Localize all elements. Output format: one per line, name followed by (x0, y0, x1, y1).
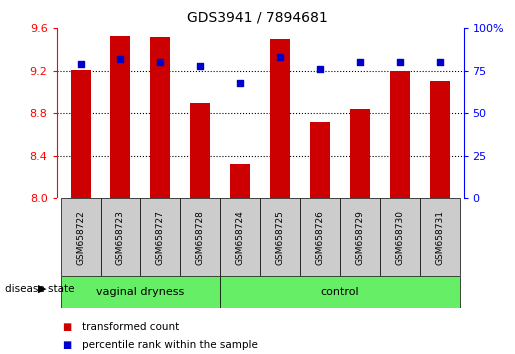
Text: ▶: ▶ (38, 284, 46, 293)
Bar (420, 198, 459, 276)
Text: percentile rank within the sample: percentile rank within the sample (82, 340, 259, 350)
Point (276, 55, 284, 60)
Text: GDS3941 / 7894681: GDS3941 / 7894681 (187, 11, 328, 25)
Text: GSM658727: GSM658727 (156, 210, 165, 265)
Text: vaginal dryness: vaginal dryness (96, 287, 184, 297)
Text: GSM658723: GSM658723 (116, 210, 125, 265)
Text: transformed count: transformed count (82, 322, 180, 332)
Point (396, 59, 404, 65)
Bar (390, 71, 409, 198)
Bar (220, 276, 459, 308)
Bar (61, 276, 220, 308)
Text: disease state: disease state (5, 284, 75, 293)
Text: GSM658730: GSM658730 (395, 210, 404, 265)
Point (76, 61, 84, 67)
Text: GSM658725: GSM658725 (276, 210, 284, 265)
Point (196, 63, 204, 69)
Text: GSM658729: GSM658729 (355, 210, 364, 265)
Text: ■: ■ (62, 340, 71, 350)
Text: GSM658731: GSM658731 (435, 210, 444, 265)
Bar (260, 198, 300, 276)
Point (236, 80, 244, 86)
Bar (141, 198, 180, 276)
Text: GSM658728: GSM658728 (196, 210, 205, 265)
Text: GSM658724: GSM658724 (236, 210, 245, 264)
Bar (61, 198, 100, 276)
Text: ■: ■ (62, 322, 71, 332)
Bar (150, 37, 170, 198)
Point (156, 59, 164, 65)
Bar (380, 198, 420, 276)
Text: GSM658726: GSM658726 (315, 210, 324, 265)
Point (356, 59, 364, 65)
Bar (100, 198, 141, 276)
Bar (270, 39, 290, 198)
Point (316, 66, 324, 72)
Point (436, 59, 444, 65)
Text: GSM658722: GSM658722 (76, 210, 85, 264)
Bar (111, 36, 130, 198)
Bar (71, 70, 91, 198)
Bar (310, 122, 330, 198)
Bar (350, 109, 370, 198)
Bar (230, 164, 250, 198)
Bar (430, 81, 450, 198)
Bar (190, 103, 210, 198)
Text: control: control (320, 287, 359, 297)
Bar (180, 198, 220, 276)
Bar (220, 198, 260, 276)
Point (116, 56, 125, 62)
Bar (340, 198, 380, 276)
Bar (300, 198, 340, 276)
